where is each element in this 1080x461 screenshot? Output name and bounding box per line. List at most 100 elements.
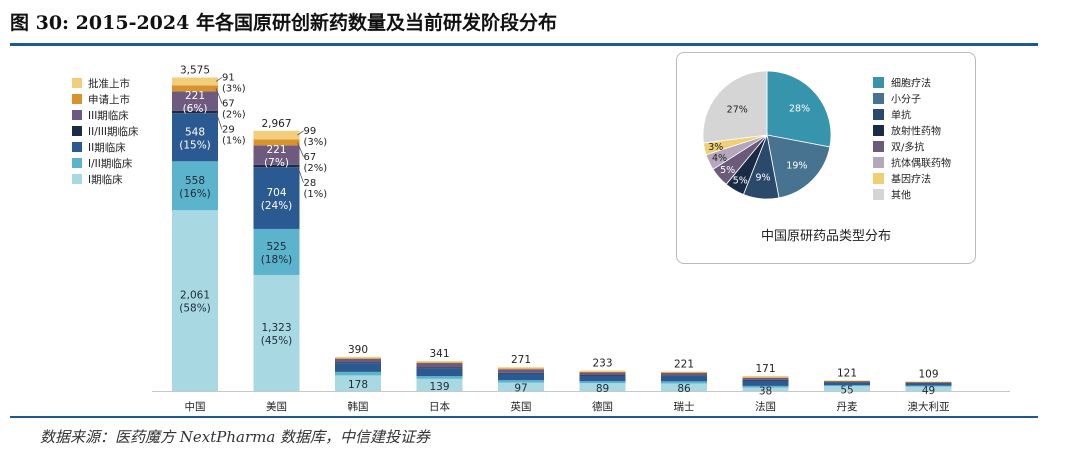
- pie-slice: [702, 70, 768, 144]
- total-label: 390: [348, 344, 368, 356]
- pie-legend-label: 小分子: [891, 94, 921, 106]
- pie-legend-label: 细胞疗法: [891, 77, 931, 90]
- pie-legend-label: 双/多抗: [891, 141, 924, 154]
- bar-segment-7-6: [742, 376, 789, 378]
- pie-legend-label: 抗体偶联药物: [891, 157, 951, 170]
- bar-segment-0-4: [172, 91, 218, 111]
- total-label: 271: [511, 354, 531, 366]
- bar-segment-6-0: [661, 383, 707, 391]
- legend-swatch: [72, 142, 82, 152]
- bar-segment-8-6: [824, 380, 870, 381]
- bar-segment-0-1: [172, 161, 218, 211]
- bar-segment-7-4: [742, 377, 789, 380]
- pie-legend-label: 放射性药物: [891, 125, 941, 138]
- segment-pct-label: (45%): [261, 335, 293, 347]
- bar-segment-9-2: [905, 383, 952, 386]
- x-tick-label: 美国: [266, 400, 287, 413]
- segment-pct-label: (16%): [179, 188, 211, 200]
- bar-segment-5-2: [579, 376, 626, 382]
- bar-segment-6-2: [661, 375, 707, 382]
- total-label: 109: [918, 368, 938, 380]
- legend-label: II/III期临床: [88, 125, 139, 138]
- callout-pct-label: (2%): [222, 109, 246, 120]
- bar-segment-5-4: [579, 372, 626, 376]
- segment-value-label: 548: [185, 126, 205, 138]
- bar-segment-4-6: [498, 367, 544, 369]
- bar-segment-0-5: [172, 85, 218, 92]
- x-tick-label: 瑞士: [674, 400, 695, 413]
- segment-value-label: 89: [596, 383, 609, 395]
- segment-value-label: 1,323: [261, 322, 291, 334]
- legend-swatch: [72, 174, 82, 184]
- bar-segment-4-2: [498, 373, 544, 381]
- callout-pct-label: (3%): [222, 83, 246, 94]
- total-label: 221: [674, 359, 694, 371]
- x-tick-label: 韩国: [348, 400, 369, 413]
- segment-value-label: 221: [185, 90, 205, 102]
- x-tick-label: 日本: [429, 400, 450, 413]
- segment-value-label: 704: [266, 187, 286, 199]
- segment-pct-label: (18%): [261, 254, 293, 266]
- segment-pct-label: (7%): [264, 157, 289, 169]
- total-label: 171: [755, 363, 775, 375]
- segment-value-label: 525: [266, 241, 286, 253]
- pie-legend-swatch: [873, 173, 884, 184]
- bar-segment-7-0: [742, 387, 789, 391]
- bar-segment-6-3: [661, 375, 707, 376]
- bar-segment-2-1: [335, 371, 381, 376]
- x-tick-label: 法国: [755, 400, 776, 413]
- pie-legend-swatch: [873, 109, 884, 120]
- legend-label: 批准上市: [88, 77, 130, 90]
- callout-value-label: 67: [304, 152, 317, 163]
- bar-segment-3-5: [416, 362, 463, 364]
- bar-segment-7-3: [742, 379, 789, 381]
- bar-segment-6-5: [661, 372, 707, 373]
- bar-segment-6-1: [661, 381, 707, 384]
- bar-segment-3-2: [416, 368, 463, 377]
- bar-segment-8-4: [824, 381, 870, 383]
- bar-segment-3-0: [416, 378, 463, 391]
- bar-segment-0-6: [172, 77, 218, 86]
- bar-segment-9-1: [905, 385, 952, 387]
- bar-segment-2-0: [335, 375, 381, 391]
- bar-segment-1-1: [253, 228, 300, 275]
- total-label: 2,967: [261, 118, 291, 130]
- total-label: 121: [837, 367, 857, 379]
- bar-segment-7-5: [742, 377, 789, 378]
- callout-value-label: 99: [304, 126, 317, 137]
- bar-segment-2-5: [335, 358, 381, 359]
- bar-segment-6-4: [661, 372, 707, 376]
- callout-line: [297, 165, 304, 183]
- bar-segment-2-3: [335, 362, 381, 364]
- segment-value-label: 38: [759, 385, 772, 397]
- pie-slice-label: 5%: [720, 165, 735, 176]
- callout-line: [215, 77, 223, 82]
- bar-segment-5-1: [579, 381, 626, 384]
- legend-label: II期临床: [88, 141, 126, 154]
- legend-label: I期临床: [88, 173, 123, 186]
- segment-value-label: 55: [840, 385, 853, 397]
- bar-segment-1-2: [253, 167, 300, 229]
- pie-slice-label: 3%: [708, 142, 723, 153]
- bar-segment-0-3: [172, 110, 218, 114]
- bar-segment-5-0: [579, 383, 626, 391]
- bar-segment-8-5: [824, 380, 870, 382]
- bar-segment-3-4: [416, 363, 463, 368]
- segment-value-label: 139: [429, 381, 449, 393]
- bar-segment-3-1: [416, 376, 463, 379]
- bar-segment-8-0: [824, 386, 870, 391]
- callout-value-label: 29: [222, 124, 235, 135]
- bar-segment-1-5: [253, 139, 300, 146]
- bar-segment-4-0: [498, 382, 544, 391]
- bar-segment-9-4: [905, 381, 952, 383]
- bar-segment-7-1: [742, 385, 789, 388]
- callout-line: [297, 142, 304, 157]
- pie-legend-swatch: [873, 157, 884, 168]
- pie-legend-swatch: [873, 77, 884, 88]
- legend-swatch: [72, 158, 82, 168]
- bar-segment-8-1: [824, 385, 870, 387]
- x-tick-label: 丹麦: [837, 401, 858, 413]
- callout-value-label: 91: [222, 72, 235, 83]
